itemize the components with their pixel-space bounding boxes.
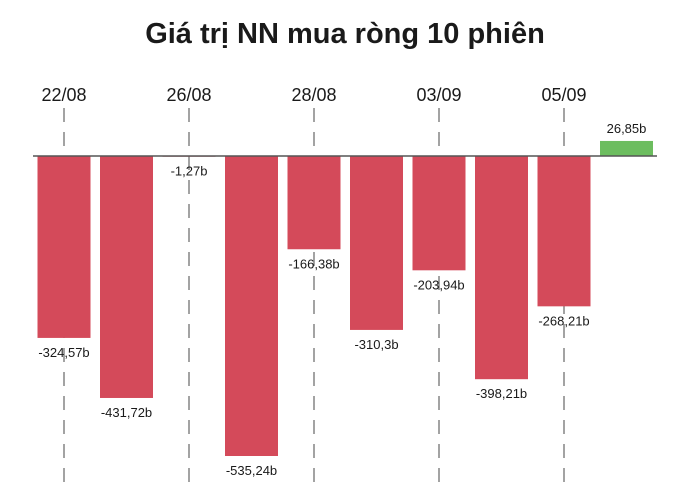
chart-title: Giá trị NN mua ròng 10 phiên bbox=[145, 18, 545, 50]
bar-22-08 bbox=[37, 156, 91, 338]
data-label: -166,38b bbox=[288, 256, 339, 271]
bar-27-08 bbox=[225, 156, 278, 456]
x-tick-label: 26/08 bbox=[166, 85, 211, 105]
bar-28-08 bbox=[287, 156, 341, 250]
data-label: 26,85b bbox=[607, 121, 647, 136]
x-tick-label: 03/09 bbox=[416, 85, 461, 105]
x-tick-label: 22/08 bbox=[41, 85, 86, 105]
x-tick-label: 28/08 bbox=[291, 85, 336, 105]
bar-29-08 bbox=[350, 156, 403, 330]
x-tick-label: 05/09 bbox=[541, 85, 586, 105]
data-label: -431,72b bbox=[101, 405, 152, 420]
bar-05-09 bbox=[537, 156, 591, 307]
data-label: -310,3b bbox=[354, 337, 398, 352]
bar-23-08 bbox=[100, 156, 153, 398]
data-label: -535,24b bbox=[226, 463, 277, 478]
data-label: -324,57b bbox=[38, 345, 89, 360]
bar-03-09 bbox=[412, 156, 466, 271]
data-label: -203,94b bbox=[413, 277, 464, 292]
data-label: -268,21b bbox=[538, 313, 589, 328]
data-label: -1,27b bbox=[171, 164, 208, 179]
bar-04-09 bbox=[475, 156, 528, 380]
bar-06-09 bbox=[600, 140, 653, 156]
data-label: -398,21b bbox=[476, 386, 527, 401]
